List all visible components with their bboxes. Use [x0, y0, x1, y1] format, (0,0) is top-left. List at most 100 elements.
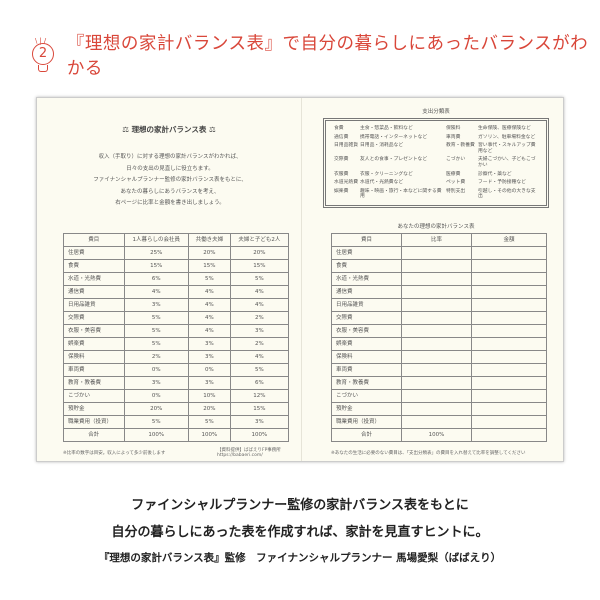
- ratio-input[interactable]: [401, 285, 472, 299]
- amount-input[interactable]: [471, 298, 547, 312]
- amount-input[interactable]: [471, 311, 547, 325]
- amount-input[interactable]: [471, 337, 547, 351]
- table-row: 食費: [331, 259, 547, 273]
- table-cell: 住居費: [331, 246, 402, 260]
- table-row: 預貯金 20% 20% 15%: [63, 402, 290, 416]
- amount-input[interactable]: [471, 376, 547, 390]
- table-row: 娯楽費: [331, 337, 547, 351]
- amount-input[interactable]: [471, 285, 547, 299]
- table-cell: 5%: [123, 337, 190, 351]
- table-cell: 交際費: [331, 311, 402, 325]
- table-row: 住居費: [331, 246, 547, 260]
- category-description: 診察代・薬など: [478, 171, 512, 177]
- table-row: こづかい 0% 10% 12%: [63, 389, 290, 403]
- table-cell: 5%: [229, 272, 290, 286]
- ratio-input[interactable]: [401, 350, 472, 364]
- category-name: 車両費: [446, 134, 461, 140]
- table-cell: 3%: [188, 350, 231, 364]
- ratio-input[interactable]: [401, 363, 472, 377]
- category-description: 衣服・クリーニングなど: [360, 171, 413, 177]
- amount-input[interactable]: [471, 246, 547, 260]
- table-cell: 4%: [188, 285, 231, 299]
- amount-input[interactable]: [471, 272, 547, 286]
- table-row: 職業費用（投資）: [331, 415, 547, 429]
- amount-input[interactable]: [471, 363, 547, 377]
- table-cell: 20%: [123, 402, 190, 416]
- table-cell: 3%: [123, 298, 190, 312]
- ratio-input[interactable]: [401, 389, 472, 403]
- category-name: こづかい: [446, 157, 466, 163]
- caption-credit: 『理想の家計バランス表』監修 ファイナンシャルプランナー 馬場愛梨（ばばえり）: [98, 552, 502, 564]
- category-name: 日用品雑貨: [334, 143, 358, 149]
- column-header: 夫婦と子ども2人: [229, 233, 290, 247]
- table-cell: 保険料: [331, 350, 402, 364]
- table-cell: 4%: [188, 298, 231, 312]
- ratio-input[interactable]: [401, 337, 472, 351]
- table-row: 通信費: [331, 285, 547, 299]
- table-cell: 25%: [123, 246, 190, 260]
- amount-input[interactable]: [471, 259, 547, 273]
- category-description: 引越し・その他の大きな支出: [478, 188, 536, 200]
- credit: 【資料提供】ばばえりFP事務所 https://babaeri.com/: [217, 448, 281, 458]
- paragraph-line: あなたの暮らしにあうバランスを考え、: [120, 188, 220, 195]
- ratio-input[interactable]: [401, 259, 472, 273]
- table-cell: 0%: [188, 363, 231, 377]
- table-cell: 5%: [123, 311, 190, 325]
- table-cell: 合計: [63, 428, 125, 442]
- table-cell: 6%: [123, 272, 190, 286]
- ratio-input[interactable]: [401, 324, 472, 338]
- amount-input[interactable]: [471, 350, 547, 364]
- table-cell: 4%: [123, 285, 190, 299]
- table-row: 衣服・美容費: [331, 324, 547, 338]
- feature-header: \|/2 『理想の家計バランス表』で自分の暮らしにあったバランスがわかる: [30, 30, 600, 80]
- category-name: 食費: [334, 126, 344, 131]
- column-header: 共働き夫婦: [188, 233, 231, 247]
- table-cell: 6%: [229, 376, 290, 390]
- table-cell: 4%: [229, 350, 290, 364]
- column-header: 比率: [401, 233, 472, 247]
- amount-input[interactable]: [471, 389, 547, 403]
- category-name: 特別支出: [446, 188, 466, 194]
- table-cell: 保険料: [63, 350, 125, 364]
- amount-input[interactable]: [471, 324, 547, 338]
- category-name: 衣服費: [334, 171, 349, 177]
- table-row: 保険料: [331, 350, 547, 364]
- ratio-input[interactable]: [401, 376, 472, 390]
- category-name: 通信費: [334, 134, 349, 140]
- column-header: 金額: [471, 233, 547, 247]
- table-cell: 4%: [229, 298, 290, 312]
- table-cell: 衣服・美容費: [63, 324, 125, 338]
- table-cell: 娯楽費: [331, 337, 402, 351]
- ratio-input[interactable]: [401, 298, 472, 312]
- table-cell: 12%: [229, 389, 290, 403]
- category-name: 娯楽費: [334, 188, 349, 194]
- ratio-input[interactable]: [401, 415, 472, 429]
- table-cell: 20%: [188, 402, 231, 416]
- ratio-input[interactable]: [401, 311, 472, 325]
- ratio-input[interactable]: [401, 246, 472, 260]
- table-cell: 3%: [229, 415, 290, 429]
- paragraph-line: 収入（手取り）に対する理想の家計バランスがわかれば、: [98, 154, 242, 160]
- table-cell: 100%: [229, 428, 290, 442]
- your-balance-table: 費目 比率 金額 住居費 食費 水道・光熱費 通信費 日用品雑貨 交際費 衣服・美容費 娯楽費 保険料…: [331, 233, 547, 442]
- table-cell: 交際費: [63, 311, 125, 325]
- table-row: 日用品雑貨 3% 4% 4%: [63, 298, 290, 312]
- table-cell: 3%: [229, 324, 290, 338]
- ratio-input[interactable]: [401, 272, 472, 286]
- left-page-title: ⚖ 理想の家計バランス表 ⚖: [122, 125, 216, 134]
- table-cell: 2%: [229, 311, 290, 325]
- amount-input[interactable]: [471, 415, 547, 429]
- ideal-balance-table: 費目 1人暮らしの会社員 共働き夫婦 夫婦と子ども2人 住居費 25% 20% 20% 食費 15…: [63, 233, 290, 442]
- amount-input[interactable]: [471, 428, 547, 442]
- table-cell: 3%: [188, 376, 231, 390]
- table-cell: 職業費用（投資）: [331, 415, 402, 429]
- table-row: 住居費 25% 20% 20%: [63, 246, 290, 260]
- table-cell: 住居費: [63, 246, 125, 260]
- ratio-input[interactable]: [401, 402, 472, 416]
- table-cell: 15%: [229, 402, 290, 416]
- table-cell: 10%: [188, 389, 231, 403]
- table-row: 衣服・美容費 5% 4% 3%: [63, 324, 290, 338]
- table-cell: 4%: [188, 324, 231, 338]
- amount-input[interactable]: [471, 402, 547, 416]
- category-name: 交際費: [334, 157, 349, 163]
